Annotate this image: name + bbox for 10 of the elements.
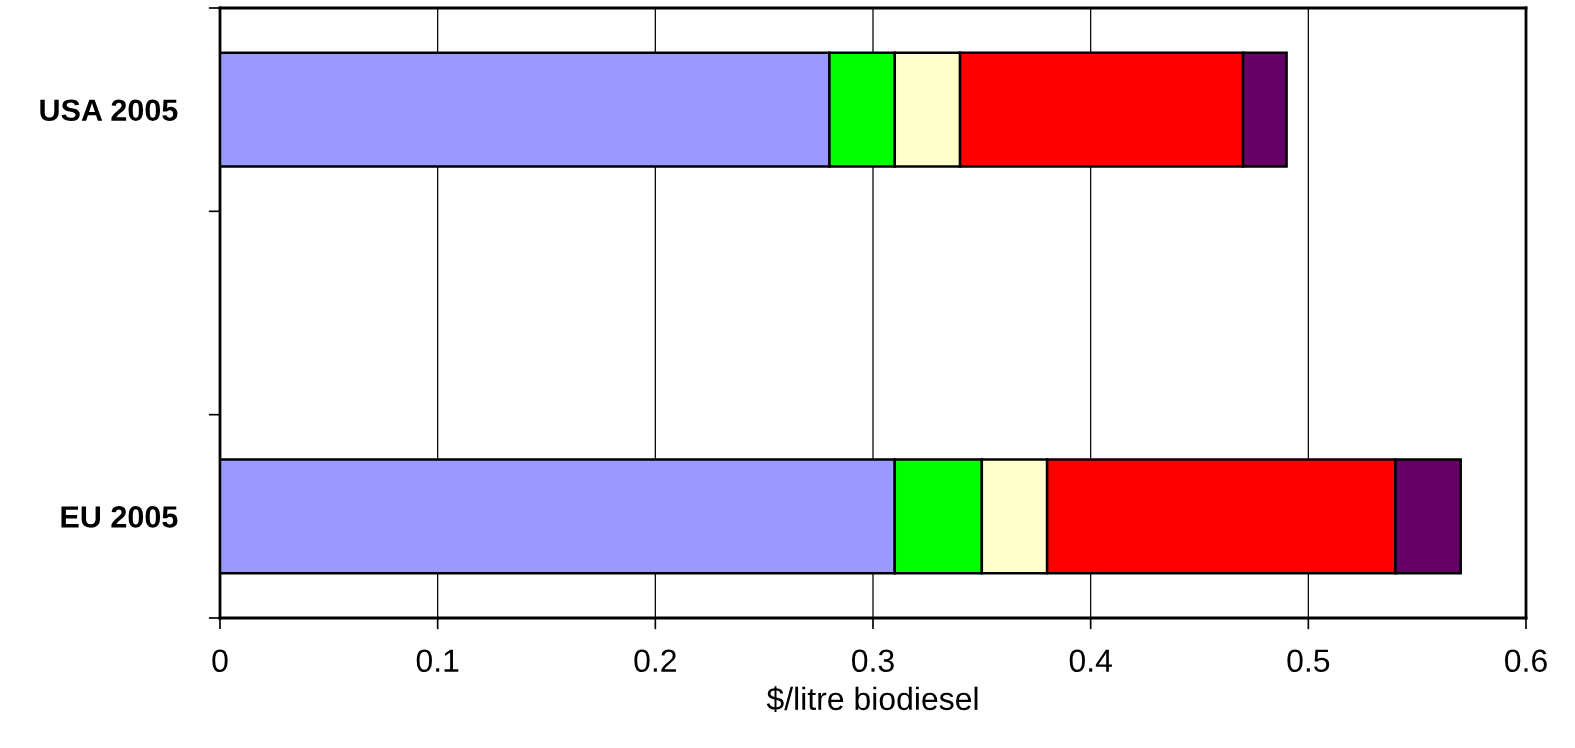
x-tick-label: 0.3 [852,649,894,673]
y-tick-label: USA 2005 [40,99,178,122]
x-tick-label: 0 [212,649,228,673]
x-tick-label: 0.4 [1069,649,1112,673]
x-tick-label: 0.6 [1505,649,1547,673]
x-tick-label: 0.1 [416,649,459,673]
y-tick-label: EU 2005 [61,506,178,528]
x-axis-title: $/litre biodiesel [766,686,978,713]
x-tick-label: 0.2 [634,649,676,673]
x-tick-label: 0.5 [1287,649,1330,673]
